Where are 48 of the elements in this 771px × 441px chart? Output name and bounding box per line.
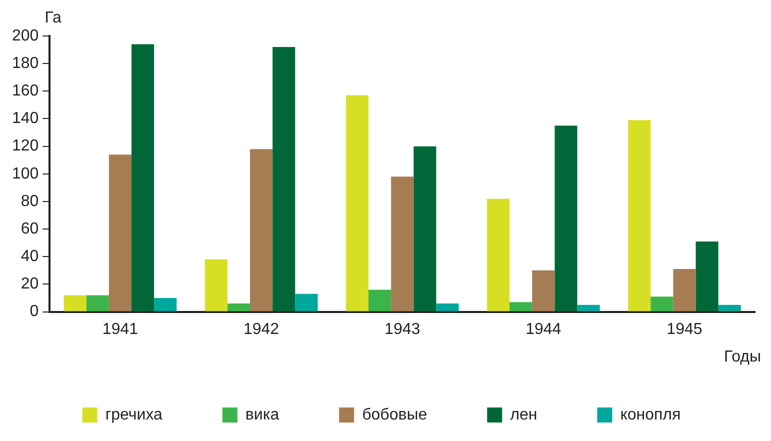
- x-tick-label: 1943: [384, 320, 420, 338]
- bar: [368, 290, 392, 312]
- y-axis-title: Га: [44, 9, 62, 26]
- bar: [346, 95, 368, 312]
- y-tick-label: 20: [20, 276, 39, 293]
- bar: [436, 304, 459, 312]
- legend-label: лен: [510, 406, 538, 424]
- bar: [510, 302, 532, 312]
- x-tick-label: 1945: [666, 320, 702, 338]
- x-tick-label: 1941: [102, 320, 138, 338]
- bar: [227, 304, 250, 312]
- x-axis-title: Годы: [724, 348, 761, 366]
- bar: [86, 295, 109, 312]
- bar: [64, 295, 86, 312]
- bar: [650, 296, 674, 312]
- bar: [673, 269, 696, 312]
- y-tick-label: 180: [12, 54, 39, 72]
- legend-label: вика: [245, 406, 280, 424]
- bar: [486, 198, 510, 312]
- bar: [295, 294, 318, 312]
- bar: [250, 149, 273, 312]
- bar: [391, 176, 414, 312]
- bar: [154, 298, 177, 312]
- x-tick-label: 1944: [526, 320, 562, 338]
- y-tick-label: 100: [12, 165, 39, 182]
- y-tick-label: 0: [30, 303, 39, 320]
- y-tick-label: 140: [12, 110, 39, 128]
- bar: [554, 126, 578, 312]
- bar: [272, 47, 296, 312]
- y-tick-label: 40: [20, 248, 39, 266]
- y-tick-label: 160: [12, 82, 39, 100]
- bar: [532, 270, 555, 312]
- y-tick-label: 60: [20, 220, 39, 238]
- bar: [132, 44, 154, 312]
- bar: [628, 120, 651, 312]
- bar: [577, 304, 600, 312]
- bar: [414, 146, 436, 312]
- legend-label: бобовые: [362, 406, 428, 424]
- bar: [204, 259, 228, 312]
- legend-label: гречиха: [105, 406, 163, 424]
- x-tick-label: 1942: [243, 320, 280, 338]
- y-tick-label: 80: [20, 192, 39, 210]
- bar: [696, 241, 718, 312]
- y-tick-label: 120: [12, 138, 39, 155]
- bar: [108, 154, 132, 312]
- bar: [718, 304, 741, 312]
- legend-label: конопля: [620, 406, 681, 424]
- y-tick-label: 200: [12, 27, 39, 44]
